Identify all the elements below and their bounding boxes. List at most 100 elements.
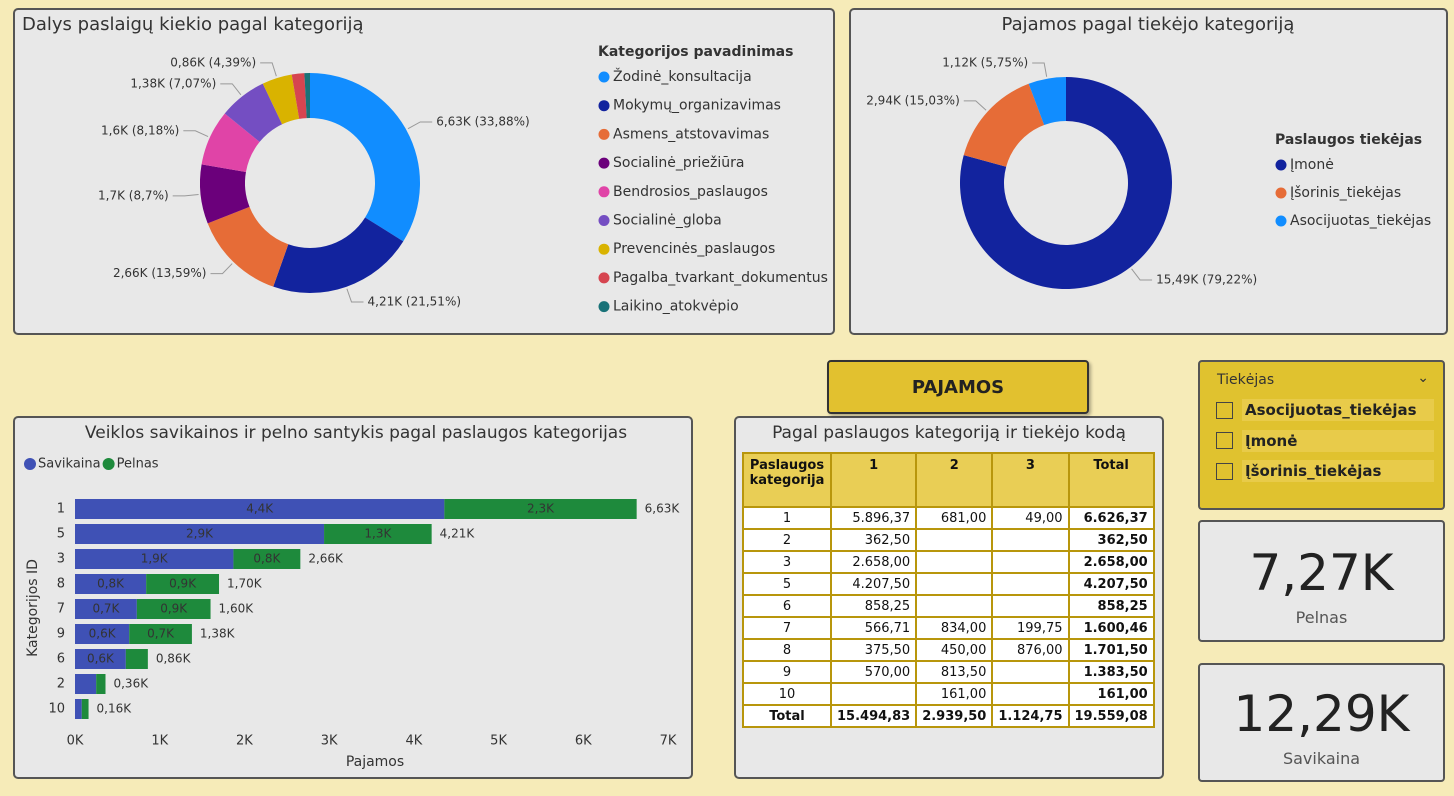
- bar-segment: [81, 699, 89, 719]
- bar-segment: [75, 649, 126, 669]
- table-cell: Total: [742, 704, 832, 728]
- table-cell: 1.383,50: [1067, 660, 1155, 684]
- table-cell: 4.207,50: [829, 572, 918, 596]
- segment-label: 2,3K: [527, 502, 555, 516]
- table-cell: 362,50: [829, 528, 918, 552]
- leader-line: [963, 100, 987, 111]
- checkbox[interactable]: [1216, 401, 1233, 419]
- table-cell: 2.939,50: [915, 704, 994, 728]
- x-axis-title: Pajamos: [346, 754, 404, 770]
- table-cell: [915, 572, 994, 596]
- item-bg: [1242, 460, 1434, 482]
- matrix-table: Paslaugos kategorija 1 2 3 Total 1 5.896,37 681…: [742, 452, 1155, 728]
- bar-segment: [75, 574, 147, 594]
- table-row: 3 2.658,00 2.658,00: [742, 550, 1155, 574]
- table-cell: 49,00: [991, 506, 1070, 530]
- bar-segment: [233, 549, 301, 569]
- legend-marker: [598, 243, 610, 255]
- data-label: 1,12K (5,75%): [942, 55, 1028, 69]
- slicer-item[interactable]: Įmonė: [1216, 429, 1434, 452]
- donut-slice: [963, 83, 1045, 167]
- donut-slice: [291, 73, 307, 119]
- bar-segment: [75, 549, 234, 569]
- page-button[interactable]: PAJAMOS: [827, 360, 1089, 414]
- table-cell: [915, 594, 994, 618]
- leader-line: [1131, 268, 1153, 281]
- y-tick-label: 1: [57, 502, 65, 517]
- kpi-label: Savikaina: [1282, 749, 1361, 768]
- bar-segment: [136, 599, 211, 619]
- legend-marker: [598, 71, 610, 83]
- table-cell: [915, 550, 994, 574]
- donut-slice: [273, 217, 404, 293]
- table-row: 6 858,25 858,25: [742, 594, 1155, 618]
- table-cell: [991, 660, 1070, 684]
- table-cell: 375,50: [829, 638, 918, 662]
- table-cell: 5: [742, 572, 832, 596]
- legend-marker: [598, 272, 610, 284]
- table-cell: 3: [742, 550, 832, 574]
- segment-label: 4,4K: [246, 502, 274, 516]
- header-cell: 3: [991, 452, 1070, 508]
- item-bg: [1242, 429, 1434, 452]
- leader-line: [346, 288, 364, 303]
- total-label: 2,66K: [308, 552, 344, 566]
- table-cell: 9: [742, 660, 832, 684]
- table-cell: 4.207,50: [1067, 572, 1155, 596]
- bar-segment: [125, 649, 148, 669]
- y-axis-title: Kategorijos ID: [25, 559, 41, 657]
- header-cell: 2: [915, 452, 994, 508]
- data-label: 1,7K (8,7%): [98, 188, 169, 202]
- data-label: 0,86K (4,39%): [170, 55, 256, 69]
- total-label: 4,21K: [440, 527, 476, 541]
- slicer-item[interactable]: Asocijuotas_tiekėjas: [1216, 399, 1434, 421]
- legend-label: Savikaina: [38, 457, 101, 472]
- leader-line: [260, 62, 277, 77]
- leader-line: [1032, 62, 1048, 77]
- donut-slice: [304, 73, 310, 119]
- table-cell: 1: [742, 506, 832, 530]
- leader-line: [172, 193, 199, 197]
- y-tick-label: 6: [57, 652, 65, 667]
- total-label: 1,70K: [227, 577, 263, 591]
- panel: [13, 8, 835, 335]
- x-tick-label: 3K: [321, 734, 338, 749]
- item-bg: [1242, 399, 1434, 421]
- donut-slice: [207, 206, 289, 287]
- table-cell: 566,71: [829, 616, 918, 640]
- legend-marker: [598, 128, 610, 140]
- checkbox[interactable]: [1216, 432, 1233, 449]
- table-cell: 10: [742, 682, 832, 706]
- chart-title: Dalys paslaigų kiekio pagal kategoriją: [22, 14, 364, 35]
- table-row: 9 570,00 813,50 1.383,50: [742, 660, 1155, 684]
- item-label: Įmonė: [1245, 431, 1298, 450]
- bar-segment: [75, 499, 445, 519]
- kpi-value: 12,29K: [1233, 685, 1410, 743]
- legend-marker: [1275, 215, 1287, 227]
- table-row: 2 362,50 362,50: [742, 528, 1155, 552]
- table-cell: 7: [742, 616, 832, 640]
- dropdown-chevron[interactable]: ⌄: [1417, 370, 1429, 386]
- data-label: 2,94K (15,03%): [866, 93, 960, 107]
- legend-label: Socialinė_globa: [613, 213, 722, 229]
- table-row: 5 4.207,50 4.207,50: [742, 572, 1155, 596]
- legend-label: Asocijuotas_tiekėjas: [1290, 213, 1431, 229]
- table-row: 8 375,50 450,00 876,00 1.701,50: [742, 638, 1155, 662]
- table-cell: 450,00: [915, 638, 994, 662]
- bar-segment: [75, 599, 137, 619]
- bar-segment: [75, 674, 97, 694]
- legend-label: Laikino_atokvėpio: [613, 299, 739, 315]
- table-cell: 876,00: [991, 638, 1070, 662]
- slicer-item[interactable]: Įšorinis_tiekėjas: [1216, 460, 1434, 482]
- legend-label: Įmonė: [1290, 157, 1334, 173]
- checkbox[interactable]: [1216, 462, 1233, 480]
- table-cell: 2.658,00: [829, 550, 918, 574]
- segment-label: 0,6K: [89, 627, 117, 641]
- y-tick-label: 2: [57, 677, 65, 692]
- table-cell: 199,75: [991, 616, 1070, 640]
- donut-slice: [1028, 77, 1066, 125]
- segment-label: 2,9K: [186, 527, 214, 541]
- legend-marker: [598, 215, 610, 226]
- legend-marker: [598, 100, 610, 112]
